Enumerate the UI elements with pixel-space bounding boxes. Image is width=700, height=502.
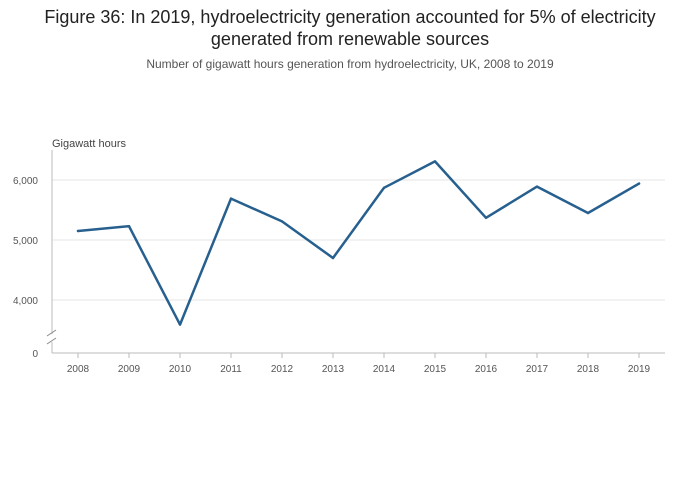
x-tick-label-2010: 2010 — [169, 364, 192, 375]
y-tick-label-6000: 6,000 — [13, 176, 38, 187]
x-tick-label-2008: 2008 — [67, 364, 90, 375]
x-tick-label-2014: 2014 — [373, 364, 396, 375]
data-point-2018 — [586, 211, 590, 215]
axes: 4,000 5,000 6,000 0 2008 2009 2010 2011 2012 2013… — [13, 150, 665, 375]
axis-break-mark-lower — [46, 337, 57, 345]
data-point-2008 — [76, 229, 80, 233]
y-axis-label: Gigawatt hours — [52, 138, 126, 150]
x-tick-label-2009: 2009 — [118, 364, 141, 375]
x-tick-label-2012: 2012 — [271, 364, 294, 375]
y-tick-label-5000: 5,000 — [13, 236, 38, 247]
axis-break-mark-upper — [46, 329, 57, 337]
x-tick-label-2019: 2019 — [628, 364, 651, 375]
chart-subtitle: Number of gigawatt hours generation from… — [146, 57, 554, 71]
series-layer — [76, 160, 641, 326]
x-tick-label-2013: 2013 — [322, 364, 345, 375]
data-point-2016 — [484, 216, 488, 219]
series-line-0 — [76, 160, 641, 326]
x-tick-label-2017: 2017 — [526, 364, 549, 375]
chart-title: Figure 36: In 2019, hydroelectricity gen… — [44, 7, 656, 49]
data-point-2009 — [127, 225, 131, 228]
data-point-2017 — [535, 185, 539, 188]
y-tick-label-zero: 0 — [32, 349, 38, 360]
data-point-2013 — [331, 256, 335, 260]
gridlines — [52, 179, 665, 301]
data-point-2019 — [637, 182, 641, 185]
y-tick-label-4000: 4,000 — [13, 296, 38, 307]
data-point-2010 — [178, 323, 182, 326]
data-point-2015 — [433, 160, 437, 163]
data-point-2014 — [382, 186, 386, 189]
x-tick-label-2011: 2011 — [220, 364, 242, 375]
x-tick-label-2015: 2015 — [424, 364, 447, 375]
data-point-2012 — [280, 220, 284, 223]
x-tick-label-2018: 2018 — [577, 364, 600, 375]
x-tick-label-2016: 2016 — [475, 364, 498, 375]
data-point-2011 — [229, 197, 233, 200]
